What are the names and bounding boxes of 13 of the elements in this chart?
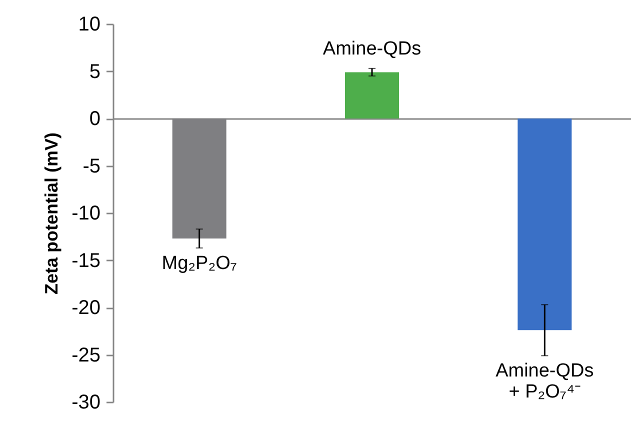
- y-tick-label: 5: [89, 60, 100, 83]
- x-tick-label: Amine-QDs: [322, 38, 422, 60]
- y-tick-label: -30: [72, 392, 100, 414]
- y-tick-label: -10: [72, 202, 100, 224]
- y-tick-label: -20: [72, 297, 100, 319]
- y-tick-label: 10: [78, 14, 100, 36]
- y-tick-label: -15: [72, 250, 100, 272]
- y-tick-label: -5: [82, 155, 100, 178]
- y-tick-label: 0: [89, 108, 100, 130]
- x-tick-label: Mg₂P₂O₇: [162, 252, 237, 274]
- y-axis-title: Zeta potential (mV): [42, 132, 62, 295]
- x-tick-label: Amine-QDs + P₂O₇⁴⁻: [496, 360, 594, 403]
- y-tick-label: -25: [72, 344, 100, 366]
